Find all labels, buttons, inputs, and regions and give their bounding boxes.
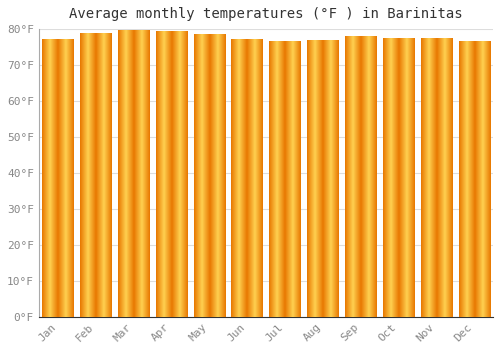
Title: Average monthly temperatures (°F ) in Barinitas: Average monthly temperatures (°F ) in Ba…	[69, 7, 462, 21]
